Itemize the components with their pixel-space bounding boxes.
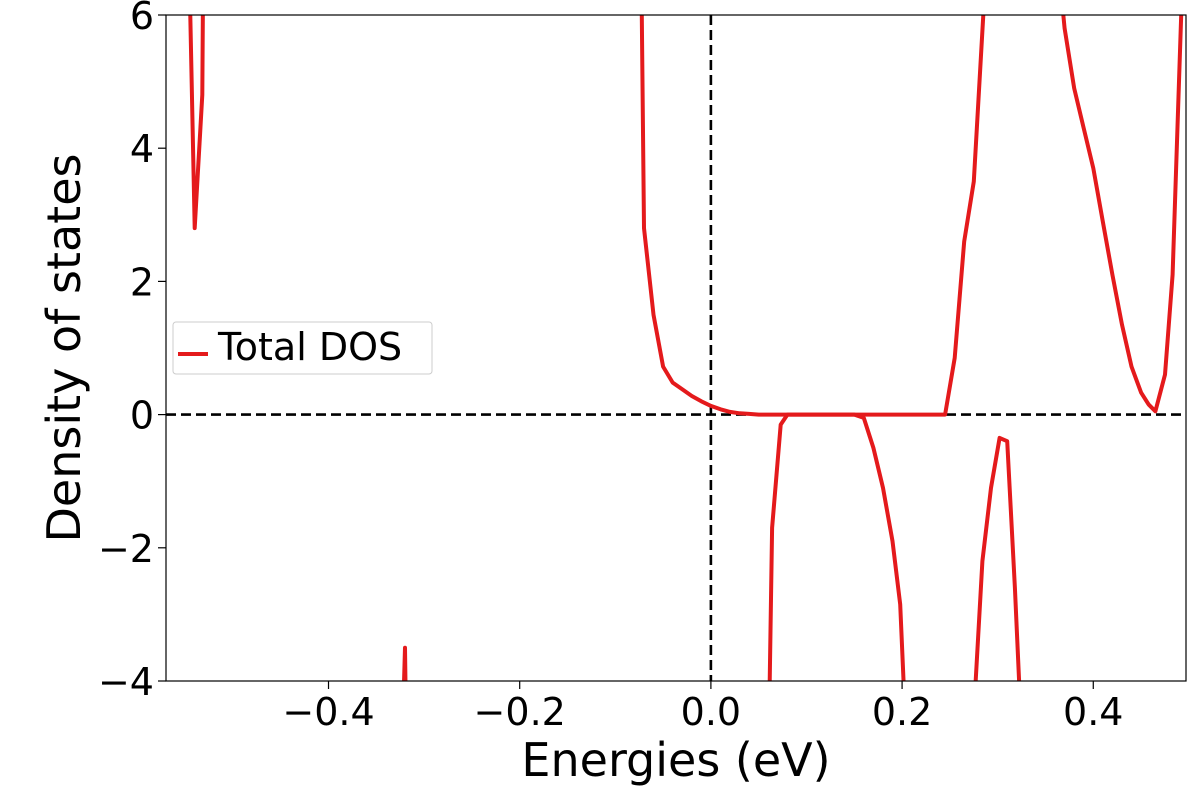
series-line-total-dos: [188, 15, 205, 231]
y-tick-label: −2: [98, 527, 154, 571]
legend-entry-total-dos: Total DOS: [217, 325, 402, 369]
y-tick-label: −4: [98, 660, 154, 704]
y-tick-label: 2: [130, 260, 154, 304]
legend-box: [172, 321, 433, 375]
x-tick-label: 0.2: [872, 690, 932, 734]
x-tick-label: 0.0: [681, 690, 741, 734]
x-tick-label: 0.4: [1063, 690, 1123, 734]
series-line-total-dos: [639, 15, 986, 417]
y-tick-label: 4: [130, 127, 154, 171]
y-tick-label: 6: [130, 0, 154, 38]
series-line-total-dos: [402, 645, 408, 681]
plot-frame: [165, 14, 1187, 682]
y-tick-label: 0: [130, 394, 154, 438]
x-tick-label: −0.4: [282, 690, 374, 734]
x-axis-label: Energies (eV): [521, 733, 830, 787]
series-line-total-dos: [973, 435, 1022, 681]
x-tick-label: −0.2: [474, 690, 566, 734]
legend: Total DOS: [172, 321, 433, 375]
y-axis-label: Density of states: [37, 154, 91, 543]
series-line-total-dos: [1061, 15, 1184, 414]
series-line-total-dos: [767, 412, 906, 681]
